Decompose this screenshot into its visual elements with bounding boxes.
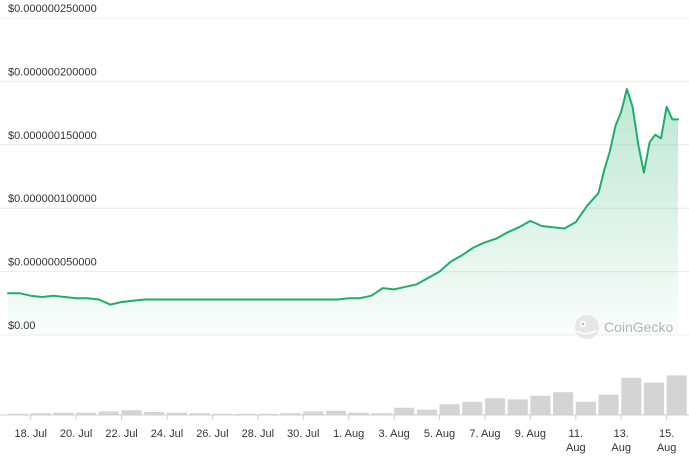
volume-bar [53, 412, 74, 415]
volume-bar [553, 392, 574, 415]
volume-bar [621, 377, 642, 415]
y-tick-label: $0.000000100000 [8, 193, 97, 205]
x-tick-label: 15. Aug [657, 428, 677, 454]
volume-bar [325, 410, 347, 415]
volume-bar [76, 412, 97, 415]
watermark-text: CoinGecko [604, 319, 673, 335]
x-tick-label: 9. Aug [515, 428, 546, 440]
volume-bar [598, 394, 619, 415]
y-tick-label: $0.000000050000 [8, 257, 97, 269]
y-tick-label: $0.000000200000 [8, 66, 97, 78]
volume-bar [462, 401, 483, 415]
volume-bar [507, 399, 528, 415]
x-tick-label-line: 26. Jul [196, 428, 228, 440]
x-tick-label-line: 7. Aug [469, 428, 500, 440]
volume-bar [235, 413, 256, 415]
x-tick-label-line: 22. Jul [105, 428, 137, 440]
volume-bar [166, 412, 188, 415]
volume-bar [303, 411, 324, 415]
x-tick-label: 3. Aug [379, 428, 410, 440]
volume-bar [439, 404, 460, 415]
volume-bar [348, 412, 369, 415]
x-tick-label: 13. Aug [611, 428, 631, 454]
x-tick-label: 7. Aug [469, 428, 500, 440]
x-tick-label: 5. Aug [424, 428, 455, 440]
x-tick-label: 18. Jul [15, 428, 47, 440]
price-line [7, 88, 679, 306]
volume-bar [666, 375, 687, 415]
x-tick-label-line: 24. Jul [151, 428, 183, 440]
x-tick-label-line: 3. Aug [379, 428, 410, 440]
volume-bar [416, 409, 437, 415]
x-tick-label-line: 20. Jul [60, 428, 92, 440]
x-tick-label-line: 28. Jul [242, 428, 274, 440]
volume-bar [30, 413, 51, 415]
volume-bar [212, 413, 233, 415]
y-axis: $0.00$0.000000050000$0.000000100000$0.00… [8, 3, 97, 332]
volume-bar [280, 413, 301, 415]
volume-bar [189, 413, 210, 415]
x-tick-label: 1. Aug [333, 428, 364, 440]
volume-bar [530, 395, 551, 415]
volume-bar [394, 407, 415, 415]
volume-bar [8, 413, 29, 415]
x-tick-label-line: Aug [611, 442, 631, 454]
x-tick-label: 30. Jul [287, 428, 319, 440]
volume-bar [144, 412, 165, 415]
coingecko-logo-icon [575, 315, 599, 339]
volume-bar [257, 413, 278, 415]
x-tick-label-line: 9. Aug [515, 428, 546, 440]
volume-bar [121, 410, 142, 415]
volume-bar [98, 411, 119, 415]
x-tick-label-line: 1. Aug [333, 428, 364, 440]
y-tick-label: $0.000000250000 [8, 3, 97, 15]
x-tick-label-line: 15. [659, 428, 674, 440]
volume-bar [643, 382, 665, 415]
x-tick-label: 20. Jul [60, 428, 92, 440]
x-tick-label: 22. Jul [105, 428, 137, 440]
volume-bars [8, 375, 687, 415]
x-tick-label-line: Aug [657, 442, 677, 454]
y-tick-label: $0.000000150000 [8, 130, 97, 142]
x-tick-label: 24. Jul [151, 428, 183, 440]
price-area-fill [8, 89, 678, 335]
volume-bar [371, 413, 392, 415]
x-tick-label: 26. Jul [196, 428, 228, 440]
x-tick-label-line: Aug [566, 442, 586, 454]
x-tick-label-line: 30. Jul [287, 428, 319, 440]
x-tick-label-line: 5. Aug [424, 428, 455, 440]
x-tick-label: 28. Jul [242, 428, 274, 440]
volume-bar [484, 398, 506, 415]
x-tick-label: 11. Aug [566, 428, 586, 454]
x-tick-label-line: 18. Jul [15, 428, 47, 440]
volume-bar [575, 401, 596, 415]
x-tick-label-line: 13. [614, 428, 629, 440]
x-tick-label-line: 11. [569, 428, 583, 440]
price-area-series [7, 88, 679, 335]
x-axis: 18. Jul 20. Jul 22. Jul 24. Jul 26. Jul 28. J… [0, 414, 689, 454]
coingecko-watermark: CoinGecko [575, 315, 673, 339]
